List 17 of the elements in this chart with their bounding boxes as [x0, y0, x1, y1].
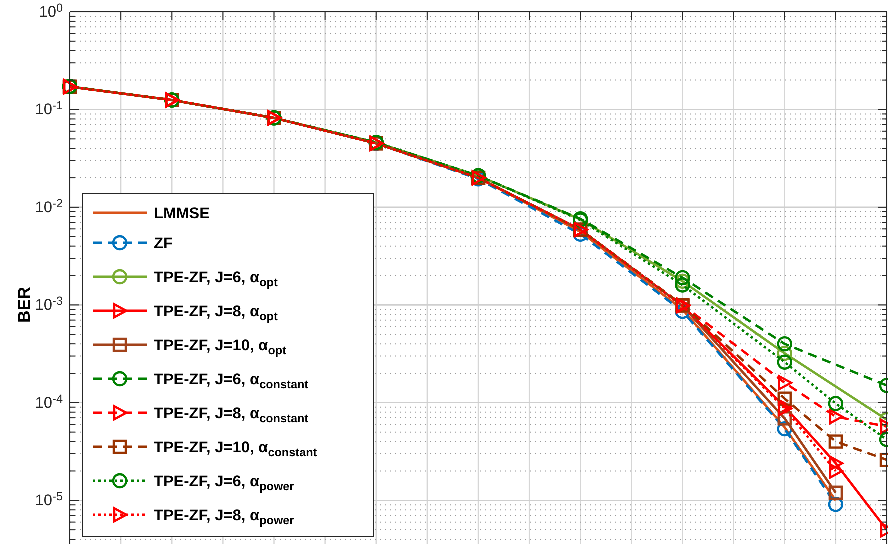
- legend-label: TPE-ZF, J=6, α$_{power}$: [154, 474, 295, 494]
- y-tick-label: 10$^{-1}$: [35, 99, 63, 119]
- y-axis-title: BER: [15, 287, 34, 323]
- legend-label: TPE-ZF, J=6, α$_{constant}$: [154, 372, 309, 392]
- legend-label: TPE-ZF, J=8, α$_{opt}$: [154, 304, 278, 324]
- legend-label: TPE-ZF, J=8, α$_{constant}$: [154, 406, 309, 426]
- y-tick-label: 10$^{-3}$: [35, 294, 64, 314]
- y-tick-label: 10$^{-5}$: [35, 490, 64, 510]
- legend-label: TPE-ZF, J=6, α$_{opt}$: [154, 270, 278, 290]
- legend-label: TPE-ZF, J=8, α$_{power}$: [154, 508, 295, 528]
- legend-label: ZF: [154, 236, 173, 252]
- y-tick-label: 10$^{-2}$: [35, 197, 63, 216]
- legend-label: LMMSE: [154, 206, 210, 222]
- y-tick-label: 10$^{-4}$: [35, 392, 64, 412]
- legend-label: TPE-ZF, J=10, α$_{constant}$: [154, 440, 318, 460]
- legend-label: TPE-ZF, J=10, α$_{opt}$: [154, 338, 287, 358]
- y-tick-label: 10$^{0}$: [39, 2, 64, 21]
